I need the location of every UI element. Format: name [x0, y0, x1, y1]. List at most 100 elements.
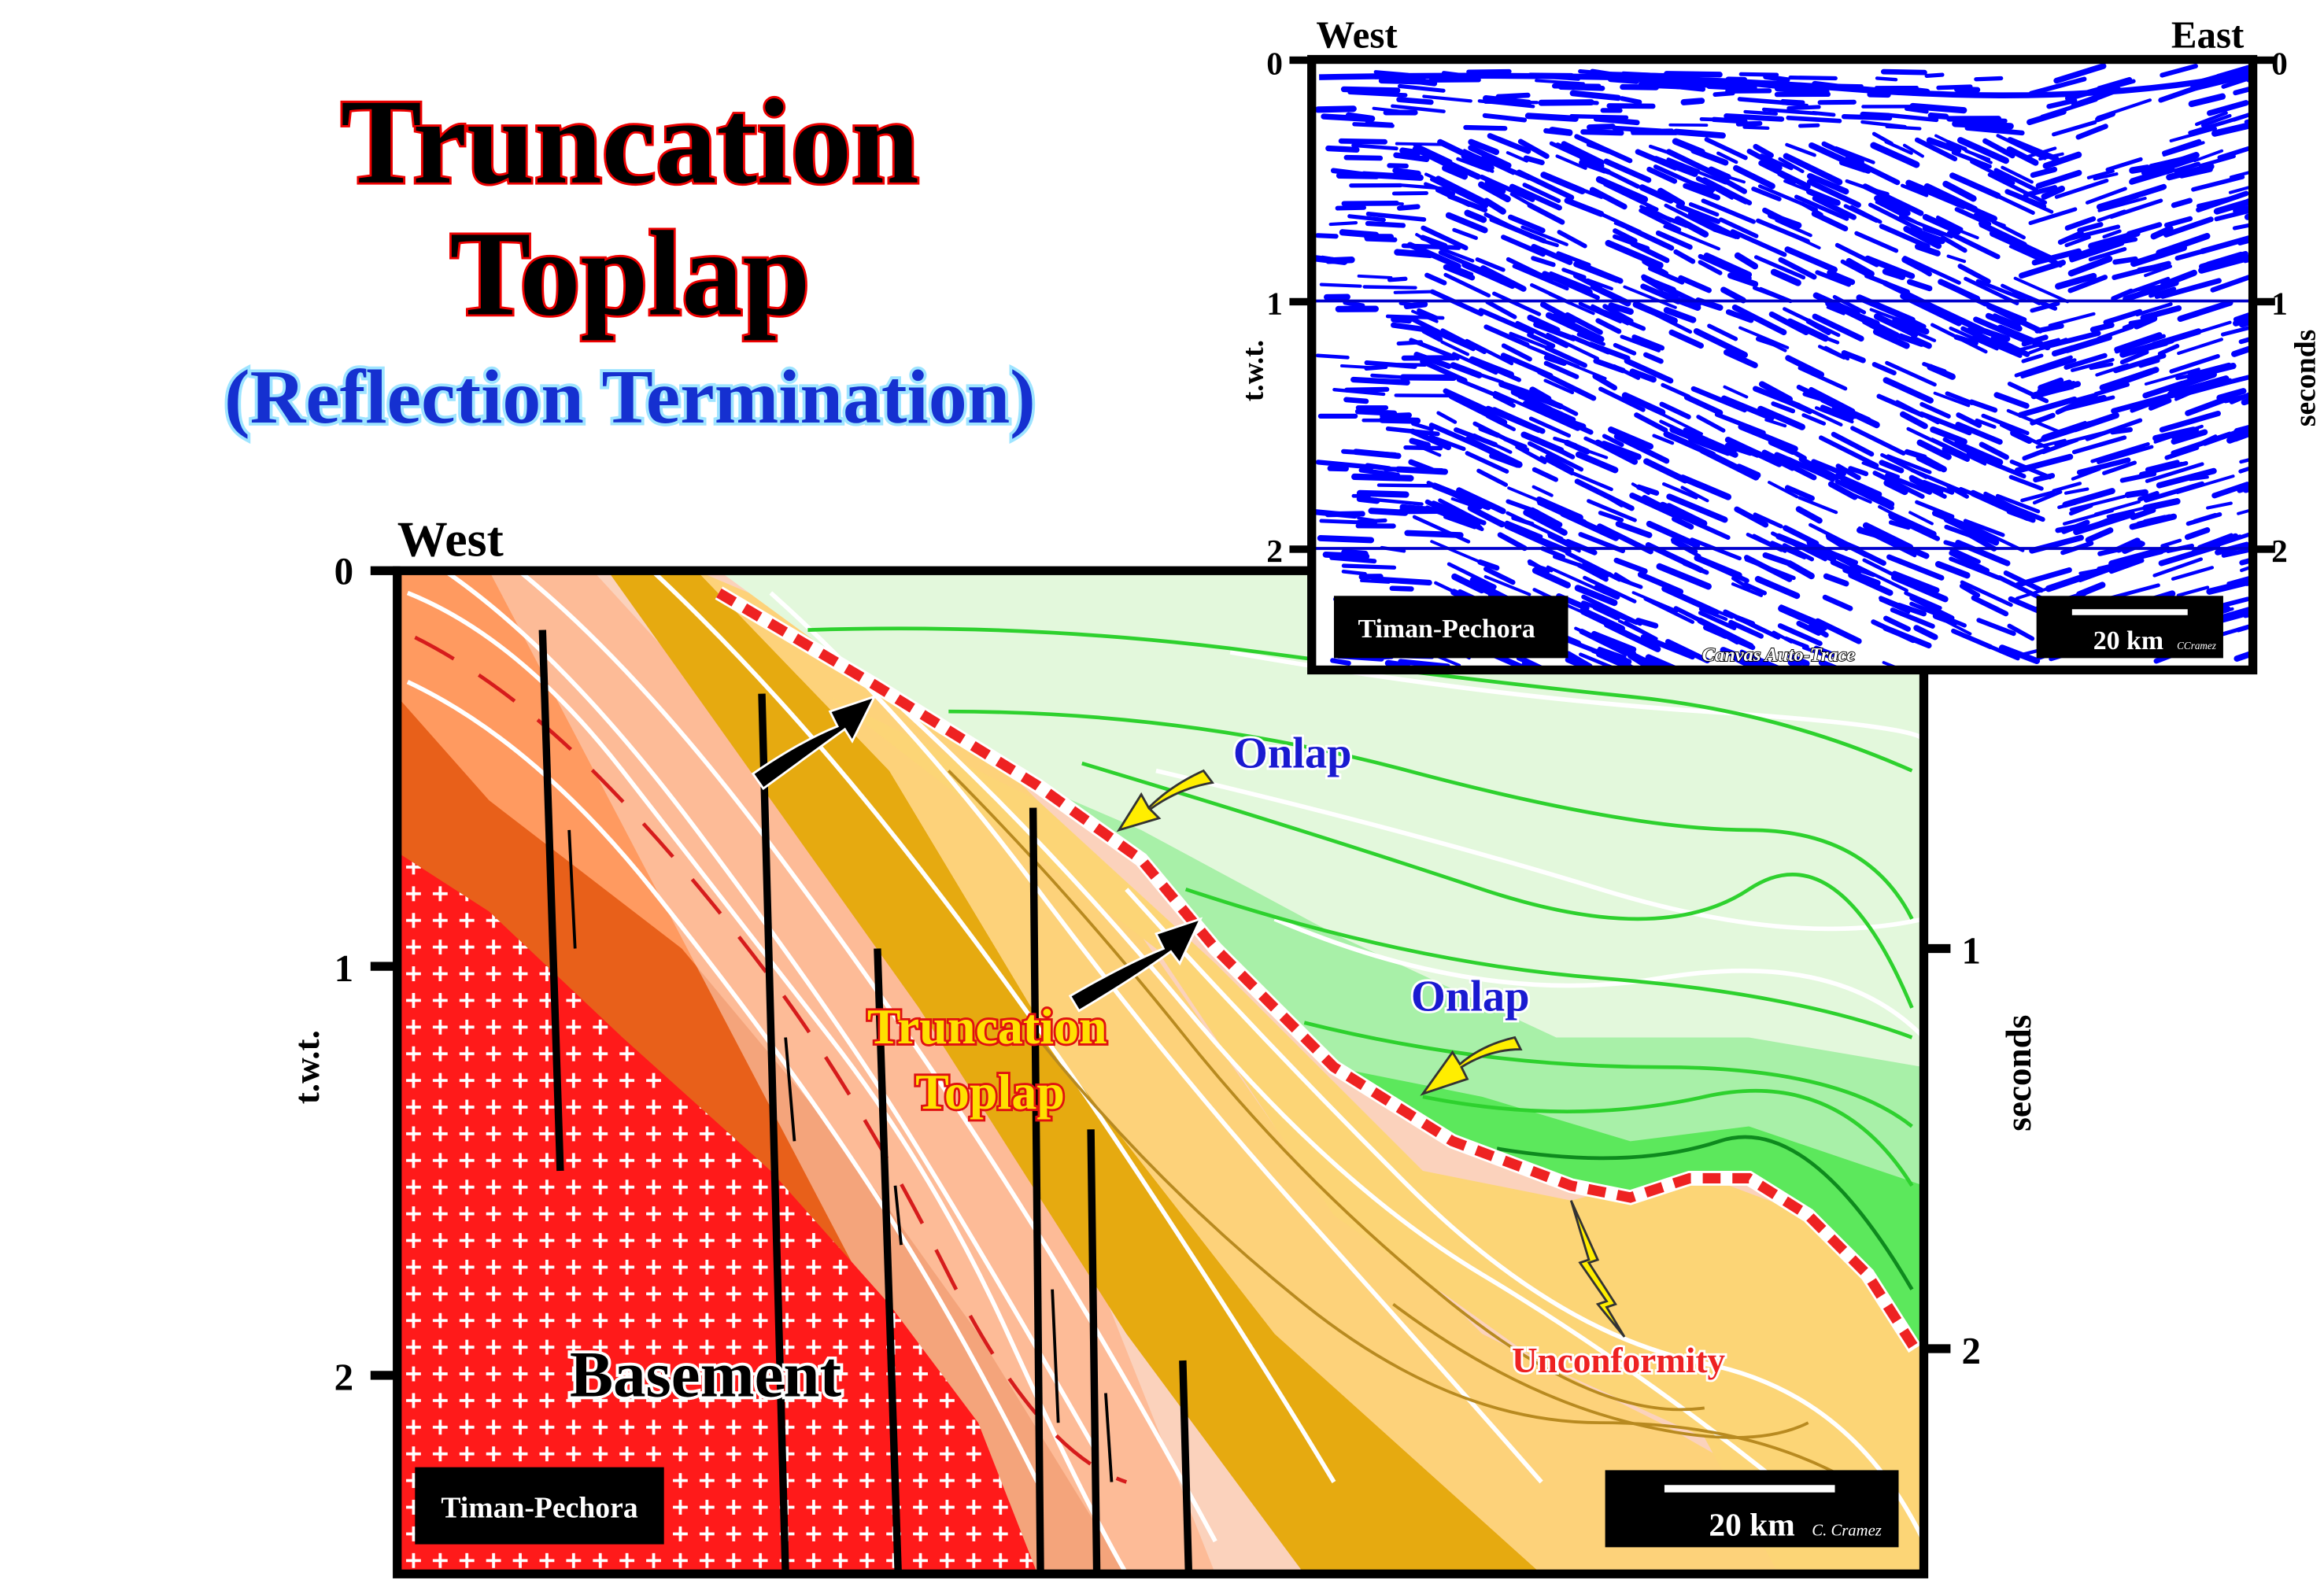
scale-text: 20 km: [1709, 1506, 1794, 1542]
seismic-trace: [1536, 369, 1597, 401]
seismic-trace: [1951, 150, 1992, 169]
seismic-trace: [1913, 625, 1938, 640]
seismic-trace: [1415, 233, 1439, 248]
scale-bar: 20 km C. Cramez: [1605, 1470, 1899, 1548]
seismic-trace: [1574, 585, 1618, 607]
seismic-trace: [1661, 482, 1698, 500]
seismic-trace: [1879, 598, 1911, 614]
seismic-trace: [2162, 138, 2202, 156]
seismic-trace: [1613, 342, 1637, 356]
seismic-trace: [1465, 436, 1523, 468]
seismic-trace: [2013, 276, 2070, 304]
seismic-trace: [1944, 524, 1974, 538]
seismic-trace: [1527, 559, 1550, 575]
seismic-trace: [2153, 424, 2204, 444]
seismic-trace: [1890, 607, 1935, 629]
seismic-trace: [1831, 431, 1875, 457]
seismic-trace: [1643, 458, 1689, 484]
seismic-trace: [2095, 363, 2130, 377]
seismic-trace: [1506, 499, 1539, 515]
seismic-trace: [2106, 505, 2148, 519]
seismic-trace: [1946, 231, 2001, 260]
seismic-trace: [1370, 373, 1404, 379]
seismic-trace: [2021, 334, 2049, 347]
seismic-trace: [2145, 462, 2204, 483]
seismic-trace: [1779, 604, 1823, 626]
seismic-trace: [1476, 468, 1509, 487]
seismic-trace: [1574, 626, 1620, 650]
seismic-trace: [2177, 299, 2233, 323]
seismic-trace: [1784, 246, 1838, 273]
seismic-trace: [1580, 129, 1624, 136]
seismic-trace: [2160, 538, 2182, 548]
seismic-trace: [1993, 168, 2039, 193]
seismic-trace: [2008, 474, 2044, 491]
seismic-trace: [2238, 466, 2250, 474]
seismic-trace: [1719, 217, 1759, 238]
seismic-trace: [1802, 392, 1823, 401]
inset-west-label: West: [1316, 13, 1398, 56]
seismic-trace: [1498, 380, 1533, 397]
seismic-trace: [2233, 205, 2250, 214]
seismic-trace: [1581, 594, 1637, 625]
seismic-trace: [2164, 445, 2200, 460]
inset-location-text: Timan-Pechora: [1358, 615, 1535, 644]
seismic-trace: [1966, 451, 2027, 479]
seismic-trace: [1868, 202, 1923, 233]
seismic-trace: [1823, 573, 1849, 587]
seismic-trace: [1842, 567, 1881, 586]
seismic-trace: [1531, 467, 1559, 482]
seismic-trace: [1759, 153, 1794, 171]
seismic-trace: [1949, 550, 1990, 574]
seismic-trace: [1809, 386, 1856, 414]
seismic-trace: [1393, 152, 1430, 162]
seismic-trace: [1910, 468, 1967, 495]
seismic-trace: [1964, 125, 2025, 136]
seismic-trace: [1888, 514, 1941, 541]
left-axis: 0 1 2 t.w.t.: [287, 549, 401, 1399]
seismic-trace: [1512, 264, 1569, 291]
seismic-trace: [2171, 566, 2215, 581]
seismic-trace: [1428, 77, 1481, 83]
seismic-trace: [2195, 111, 2228, 127]
seismic-trace: [2114, 332, 2163, 353]
seismic-trace: [1942, 446, 1971, 462]
seismic-trace: [1506, 511, 1564, 541]
seismic-trace: [1430, 153, 1481, 180]
seismic-trace: [1475, 257, 1506, 272]
seismic-trace: [1909, 601, 1967, 628]
seismic-trace: [1679, 474, 1732, 500]
seismic-trace: [2006, 408, 2065, 435]
seismic-trace: [1674, 216, 1709, 238]
seismic-trace: [1393, 290, 1436, 294]
seismic-trace: [1778, 157, 1805, 174]
seismic-trace: [1465, 451, 1509, 474]
seismic-trace: [1886, 454, 1932, 474]
seismic-trace: [1509, 192, 1537, 209]
seismic-trace: [2064, 487, 2089, 495]
seismic-trace: [1871, 619, 1916, 644]
seismic-trace: [1698, 260, 1723, 275]
seismic-trace: [2193, 512, 2217, 523]
seismic-trace: [1357, 516, 1379, 522]
seismic-trace: [1843, 204, 1879, 223]
seismic-trace: [1371, 576, 1432, 586]
seismic-trace: [1805, 188, 1841, 206]
seismic-trace: [1753, 255, 1806, 280]
seismic-trace: [1849, 565, 1876, 578]
seismic-trace: [2041, 437, 2079, 455]
seismic-trace: [2144, 264, 2173, 278]
seismic-trace: [1951, 628, 1993, 650]
seismic-trace: [1797, 366, 1848, 391]
seismic-trace: [1982, 138, 2015, 159]
seismic-trace: [1663, 83, 1706, 92]
seismic-trace: [1533, 322, 1576, 341]
seismic-trace: [1956, 137, 2009, 164]
seismic-trace: [1574, 134, 1633, 164]
seismic-trace: [2233, 65, 2250, 75]
seismic-trace: [1517, 138, 1550, 159]
seismic-trace: [2152, 557, 2203, 578]
seismic-trace: [1845, 155, 1901, 186]
seismic-trace: [1734, 252, 1759, 270]
seismic-trace: [1564, 198, 1605, 217]
